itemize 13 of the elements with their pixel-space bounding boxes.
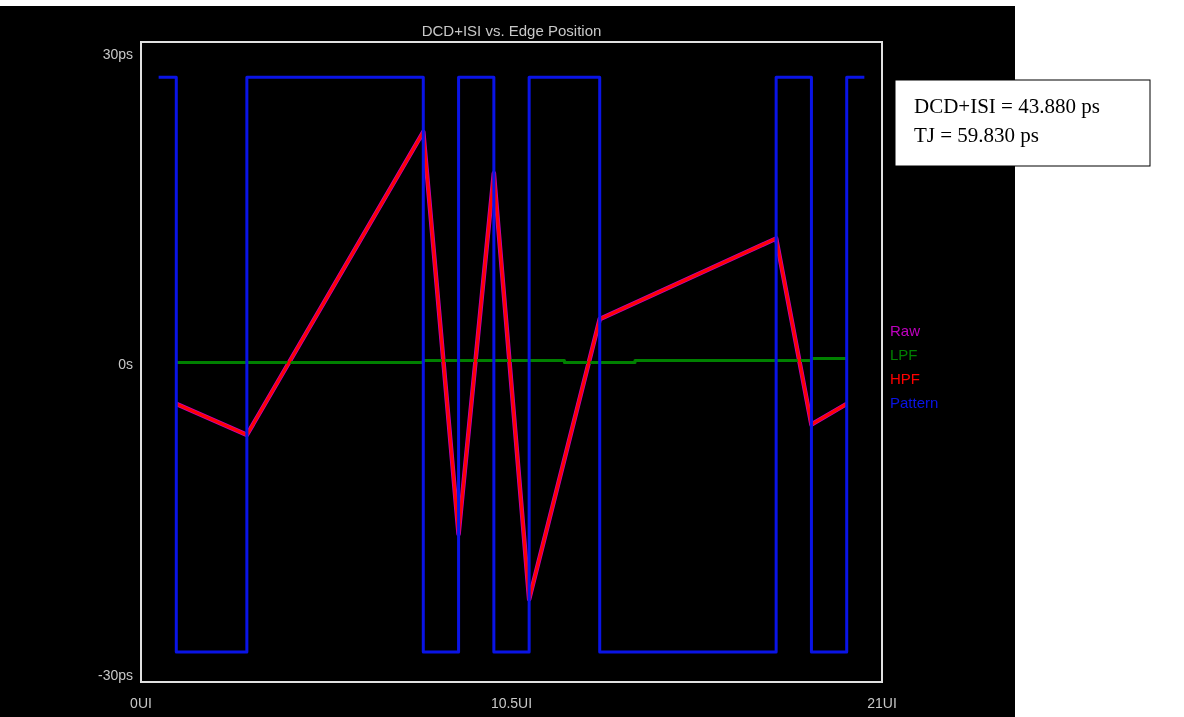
x-tick-label: 0UI bbox=[130, 695, 152, 711]
text: HPF bbox=[890, 370, 920, 387]
text: DCD+ISI = 43.880 ps bbox=[914, 94, 1100, 118]
text: LPF bbox=[890, 346, 918, 363]
x-tick-label: 21UI bbox=[867, 695, 897, 711]
chart-title: DCD+ISI vs. Edge Position bbox=[421, 22, 602, 39]
y-tick-label: -30ps bbox=[97, 666, 133, 683]
text: TJ = 59.830 ps bbox=[914, 123, 1040, 147]
x-tick-label: 10.5UI bbox=[490, 695, 533, 711]
y-tick-label: 30ps bbox=[102, 46, 133, 63]
y-tick-label: 0s bbox=[118, 356, 133, 373]
text: Pattern bbox=[890, 394, 939, 411]
text: Raw bbox=[890, 322, 921, 339]
